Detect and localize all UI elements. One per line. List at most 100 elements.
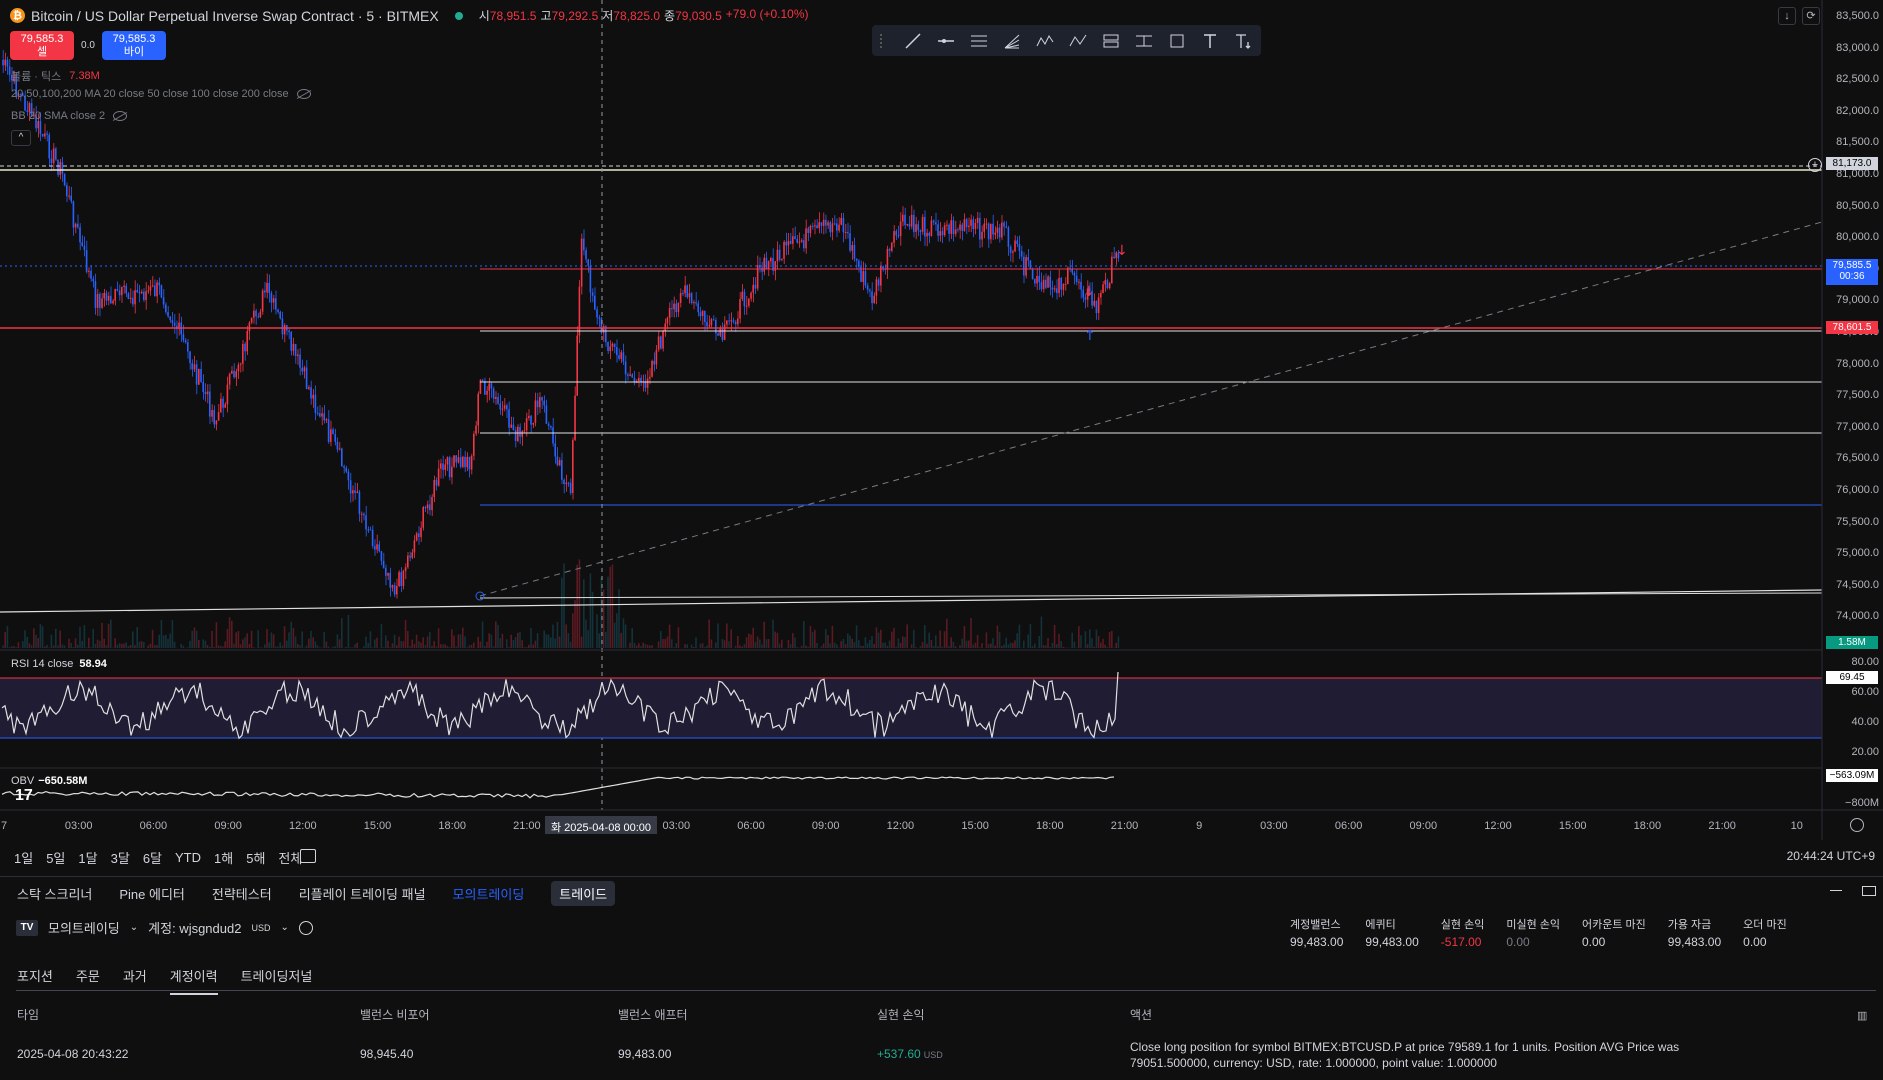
candle-body	[866, 285, 869, 290]
range-button[interactable]: 3달	[110, 850, 130, 866]
panel-tab[interactable]: 모의트레이딩	[452, 886, 525, 902]
volume-bar	[206, 644, 209, 648]
clock[interactable]: 20:44:24 UTC+9	[1786, 849, 1875, 863]
panel-tab[interactable]: Pine 에디터	[119, 886, 185, 902]
candle-body	[305, 367, 308, 389]
axis-settings-icon[interactable]	[1850, 818, 1864, 832]
range-button[interactable]: 6달	[142, 850, 163, 866]
gear-icon[interactable]	[298, 920, 313, 935]
calendar-icon[interactable]	[300, 849, 316, 863]
bb-indicator-legend[interactable]: BB 20 SMA close 2	[11, 110, 128, 122]
candle-body	[191, 363, 193, 370]
account-sub-tab[interactable]: 포지션	[17, 969, 53, 984]
candle-body	[990, 223, 992, 240]
candle-body	[972, 219, 974, 230]
range-button[interactable]: YTD	[175, 849, 202, 865]
volume-bar	[1073, 641, 1076, 648]
range-button[interactable]: 1달	[78, 850, 98, 866]
hidden-eye-icon[interactable]	[113, 111, 128, 121]
range-button[interactable]: 1해	[214, 850, 234, 866]
volume-bar	[171, 620, 174, 648]
alert-price-tag[interactable]: 81,173.0	[1826, 157, 1878, 170]
volume-bar	[756, 636, 759, 648]
candle-body	[39, 121, 42, 134]
add-alert-icon[interactable]: +	[1808, 158, 1822, 172]
volume-bar	[987, 644, 990, 648]
volume-bar	[620, 632, 622, 648]
volume-bar	[222, 646, 224, 648]
rsi-legend[interactable]: RSI 14 close 58.94	[11, 658, 107, 670]
rectangle-tool-icon[interactable]	[1160, 25, 1193, 56]
symbol-title[interactable]: Bitcoin / US Dollar Perpetual Inverse Sw…	[31, 7, 439, 24]
candle-body	[880, 266, 882, 286]
volume-bar	[706, 645, 708, 648]
candle-body	[871, 291, 873, 304]
candle-body	[1001, 222, 1003, 238]
range-button[interactable]: 5해	[246, 850, 266, 866]
price-range-tool-icon[interactable]	[1127, 25, 1160, 56]
chevron-down-icon[interactable]: ⌄	[129, 922, 139, 933]
ma-indicator-legend[interactable]: 20,50,100,200 MA 20 close 50 close 100 c…	[11, 88, 311, 100]
horizontal-ray-tool-icon[interactable]	[929, 25, 962, 56]
candle-body	[981, 231, 983, 240]
panel-tab[interactable]: 트레이드	[551, 880, 616, 906]
account-sub-tab[interactable]: 트레이딩저널	[240, 969, 313, 984]
range-button[interactable]: 전체	[278, 850, 303, 866]
volume-bar	[794, 637, 796, 648]
volume-bar	[365, 636, 367, 648]
panel-tab[interactable]: 스탁 스크리너	[17, 886, 93, 902]
sell-arrow-marker: ↓	[1116, 243, 1128, 259]
account-sub-tab[interactable]: 주문	[75, 969, 100, 984]
trend-line-tool-icon[interactable]	[896, 25, 929, 56]
candle-body	[354, 490, 356, 494]
buy-button[interactable]: 79,585.3 바이	[102, 31, 166, 60]
volume-bar	[182, 645, 185, 648]
download-icon[interactable]: ↓	[1778, 7, 1796, 25]
abcd-pattern-tool-icon[interactable]	[1061, 25, 1094, 56]
candle-body	[585, 250, 587, 260]
time-axis-label: 15:00	[363, 820, 392, 832]
candle-body	[83, 245, 86, 251]
candle-body	[173, 322, 176, 326]
range-button[interactable]: 5일	[46, 850, 66, 866]
text-tool-icon[interactable]	[1193, 25, 1226, 56]
parallel-channel-tool-icon[interactable]	[962, 25, 995, 56]
drag-handle-icon[interactable]	[880, 33, 888, 48]
account-selector[interactable]: 계정: wjsgndud2	[148, 921, 242, 936]
columns-settings-icon[interactable]: ▥	[1857, 1010, 1868, 1022]
tradingview-logo-icon[interactable]: 17	[15, 787, 33, 804]
candle-body	[429, 504, 431, 511]
candle-body	[1018, 243, 1021, 251]
obv-legend[interactable]: OBV −650.58M	[11, 775, 87, 787]
text-settings-tool-icon[interactable]	[1226, 25, 1259, 56]
maximize-panel-icon[interactable]	[1862, 886, 1876, 896]
candle-body	[1071, 269, 1073, 273]
wave-pattern-tool-icon[interactable]	[1028, 25, 1061, 56]
volume-bar	[970, 618, 972, 648]
symbol-legend[interactable]: ₿ Bitcoin / US Dollar Perpetual Inverse …	[10, 7, 809, 24]
range-button[interactable]: 1일	[14, 850, 34, 866]
price-chart[interactable]: ↓ ↓ ↑	[0, 0, 1883, 840]
candle-body	[609, 346, 611, 351]
minimize-panel-icon[interactable]	[1830, 890, 1842, 891]
candle-body	[279, 311, 281, 319]
candle-body	[319, 413, 321, 417]
chevron-down-icon[interactable]: ⌄	[280, 922, 289, 933]
broker-name[interactable]: 모의트레이딩	[48, 921, 120, 936]
position-tool-icon[interactable]	[1094, 25, 1127, 56]
candle-body	[596, 309, 598, 318]
volume-bar	[121, 643, 123, 648]
account-sub-tab[interactable]: 계정이력	[169, 966, 218, 995]
panel-tab[interactable]: 전략테스터	[211, 886, 272, 902]
volume-bar	[433, 641, 435, 648]
account-sub-tab[interactable]: 과거	[122, 969, 147, 984]
sell-button[interactable]: 79,585.3 셀	[10, 31, 74, 60]
candle-body	[314, 394, 317, 413]
fib-fan-tool-icon[interactable]	[995, 25, 1028, 56]
collapse-legend-button[interactable]: ^	[11, 130, 31, 146]
volume-indicator-legend[interactable]: 볼륨 · 틱스 7.38M	[11, 68, 100, 84]
candle-body	[261, 290, 264, 312]
hidden-eye-icon[interactable]	[296, 89, 311, 99]
panel-tab[interactable]: 리플레이 트레이딩 패널	[298, 886, 426, 902]
refresh-icon[interactable]: ⟳	[1802, 7, 1820, 25]
